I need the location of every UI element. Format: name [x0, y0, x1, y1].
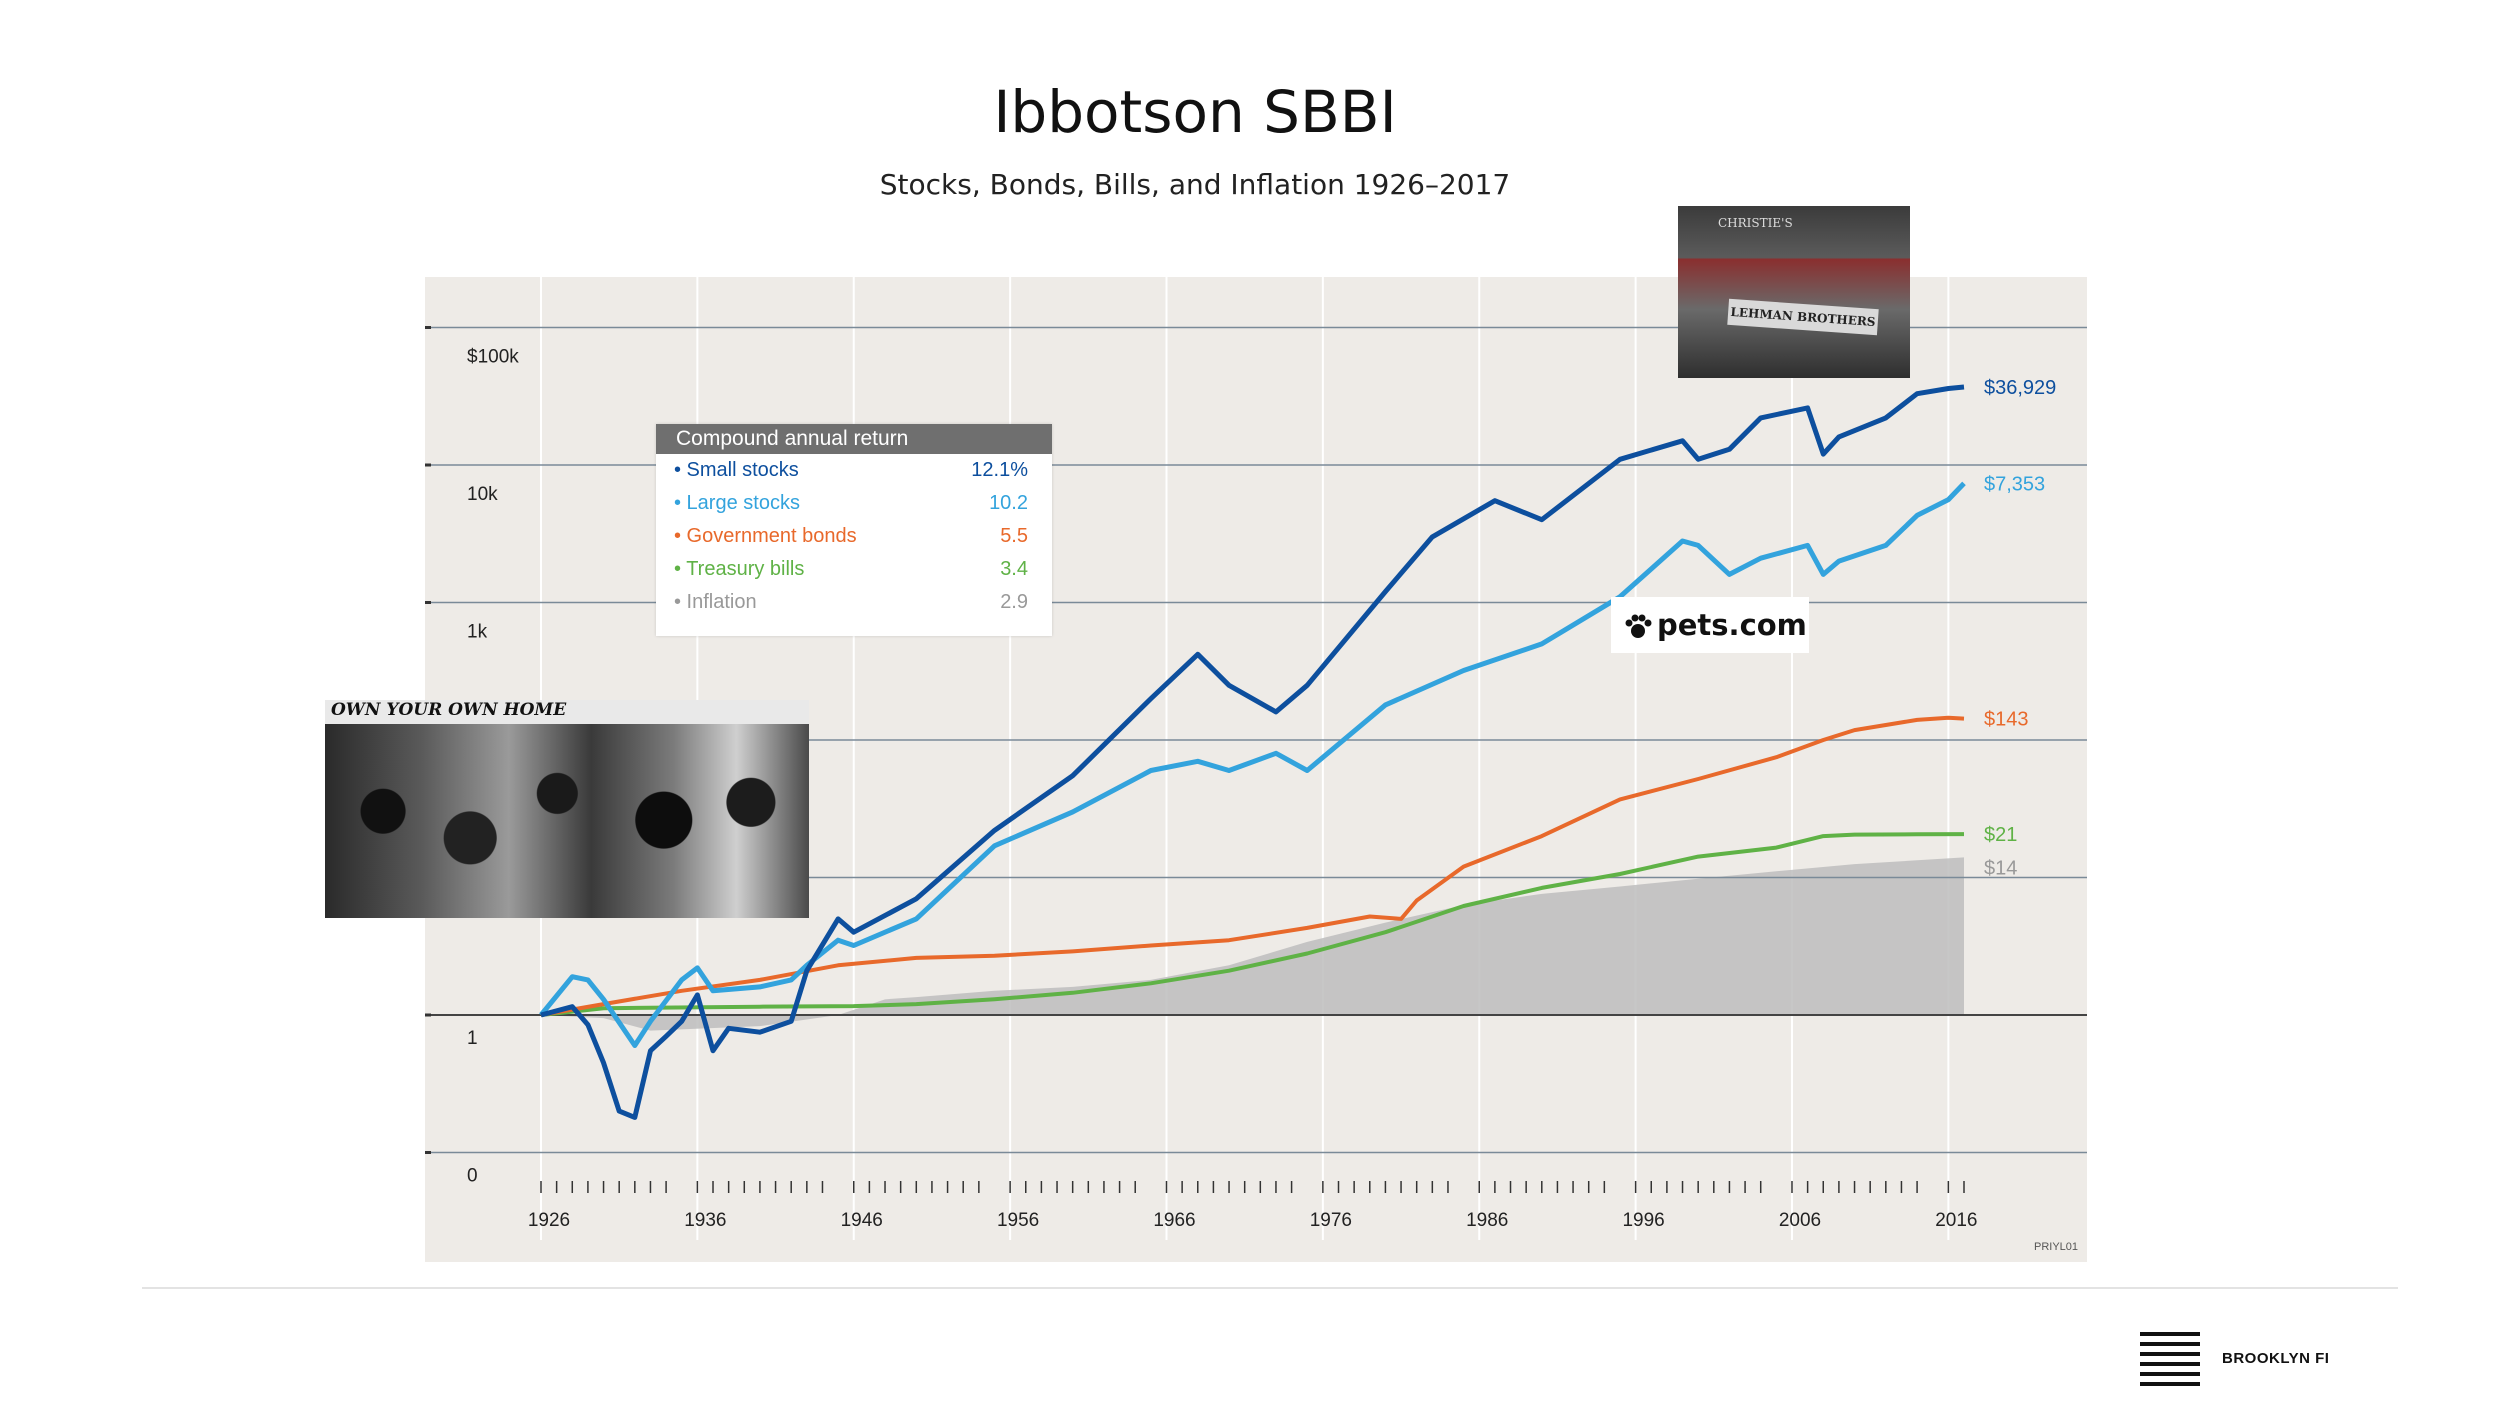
legend-label: • Inflation [674, 591, 757, 613]
legend-value: 2.9 [1000, 591, 1028, 613]
legend-rows: • Small stocks 12.1% • Large stocks 10.2 • G… [656, 454, 1052, 619]
brand-logo-icon [2140, 1332, 2200, 1388]
legend-item: • Inflation 2.9 [656, 586, 1052, 619]
bank-run-photo: OWN YOUR OWN HOME [325, 700, 809, 918]
legend-label: • Large stocks [674, 492, 800, 514]
x-tick-label: 1966 [1153, 1210, 1195, 1231]
legend-label: • Government bonds [674, 525, 857, 547]
legend-header: Compound annual return [656, 424, 1052, 454]
series-line-small-stocks [540, 384, 1965, 1120]
series-end-label: $36,929 [1984, 377, 2056, 399]
lehman-sign-text: LEHMAN BROTHERS [1727, 298, 1879, 336]
series-line-government-bonds [540, 715, 1965, 1017]
series-end-label: $21 [1984, 824, 2017, 846]
legend-item: • Treasury bills 3.4 [656, 553, 1052, 586]
lehman-photo: CHRISTIE'S LEHMAN BROTHERS [1678, 206, 1910, 378]
x-tick-label: 2016 [1935, 1210, 1977, 1231]
series-end-label: $14 [1984, 857, 2017, 879]
y-tick-label: $100k [467, 347, 519, 368]
paw-icon [1625, 614, 1652, 638]
bank-sign-text: OWN YOUR OWN HOME [325, 700, 809, 724]
legend-label: • Small stocks [674, 459, 799, 481]
x-tick-label: 1986 [1466, 1210, 1508, 1231]
legend-value: 5.5 [1000, 525, 1028, 547]
x-tick-label: 2006 [1779, 1210, 1821, 1231]
inflation-area [541, 857, 1964, 1031]
series-end-label: $143 [1984, 709, 2029, 731]
crowd-image [325, 740, 809, 918]
pets-logo-text: pets.com [1657, 608, 1807, 642]
y-tick-label: 1 [467, 1028, 478, 1049]
page-title: Ibbotson SBBI [993, 78, 1397, 146]
chart-code: PRIYL01 [2034, 1241, 2079, 1253]
x-tick-label: 1926 [528, 1210, 570, 1231]
x-tick-label: 1976 [1310, 1210, 1352, 1231]
legend-value: 3.4 [1000, 558, 1028, 580]
legend-value: 10.2 [989, 492, 1028, 514]
legend-item: • Government bonds 5.5 [656, 520, 1052, 553]
brand-name: BROOKLYN FI [2222, 1350, 2330, 1367]
y-tick-label: 10k [467, 484, 498, 505]
x-tick-label: 1936 [684, 1210, 726, 1231]
legend-label: • Treasury bills [674, 558, 805, 580]
legend-item: • Large stocks 10.2 [656, 487, 1052, 520]
footer-divider [142, 1287, 2398, 1289]
pets-logo: pets.com [1611, 597, 1809, 653]
legend-value: 12.1% [971, 459, 1028, 481]
page-subtitle: Stocks, Bonds, Bills, and Inflation 1926… [879, 168, 1511, 201]
store-sign-text: CHRISTIE'S [1718, 216, 1793, 230]
x-tick-label: 1956 [997, 1210, 1039, 1231]
series-line-large-stocks [539, 481, 1966, 1048]
x-tick-label: 1946 [841, 1210, 883, 1231]
legend-item: • Small stocks 12.1% [656, 454, 1052, 487]
y-tick-label: 0 [467, 1166, 478, 1187]
x-tick-label: 1996 [1622, 1210, 1664, 1231]
series-end-label: $7,353 [1984, 473, 2045, 495]
series-line-treasury-bills [540, 832, 1965, 1017]
y-tick-label: 1k [467, 622, 488, 643]
legend-box: Compound annual return • Small stocks 12.… [656, 424, 1052, 636]
